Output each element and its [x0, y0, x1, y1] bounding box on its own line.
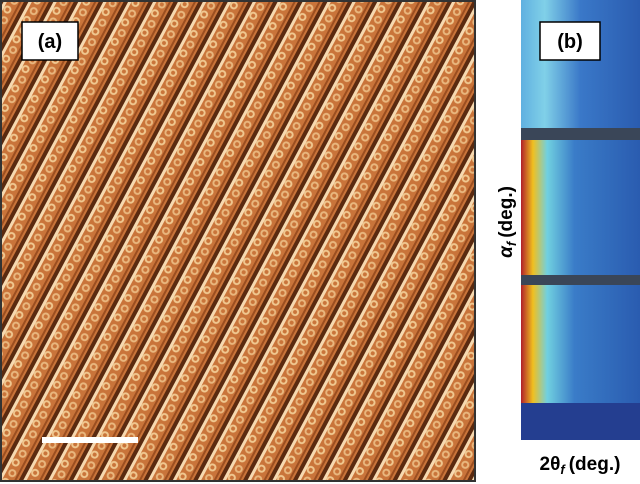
axis-subscript: f: [504, 240, 519, 246]
axis-subscript: f: [560, 462, 566, 477]
label-box: [21, 21, 79, 61]
gisaxs-section: [521, 0, 640, 128]
panel-label: (a): [38, 31, 62, 53]
gisaxs-section: [521, 285, 640, 403]
detector-gap: [521, 128, 640, 140]
axis-unit: (deg.): [569, 454, 621, 475]
x-axis-label: 2θf (deg.): [540, 454, 621, 477]
axis-unit: (deg.): [496, 186, 517, 238]
afm-image: [0, 0, 476, 482]
label-box: [539, 21, 601, 61]
panel-b: (b): [521, 0, 640, 440]
gisaxs-section: [521, 140, 640, 275]
scale-bar: [42, 437, 138, 443]
panel-label: (b): [557, 31, 583, 53]
panel-a: (a): [0, 0, 476, 482]
beamstop-region: [521, 403, 640, 440]
y-axis-label: αf (deg.): [496, 186, 519, 258]
axis-symbol: 2θ: [540, 454, 561, 475]
axis-symbol: α: [496, 245, 517, 258]
detector-gap: [521, 275, 640, 285]
